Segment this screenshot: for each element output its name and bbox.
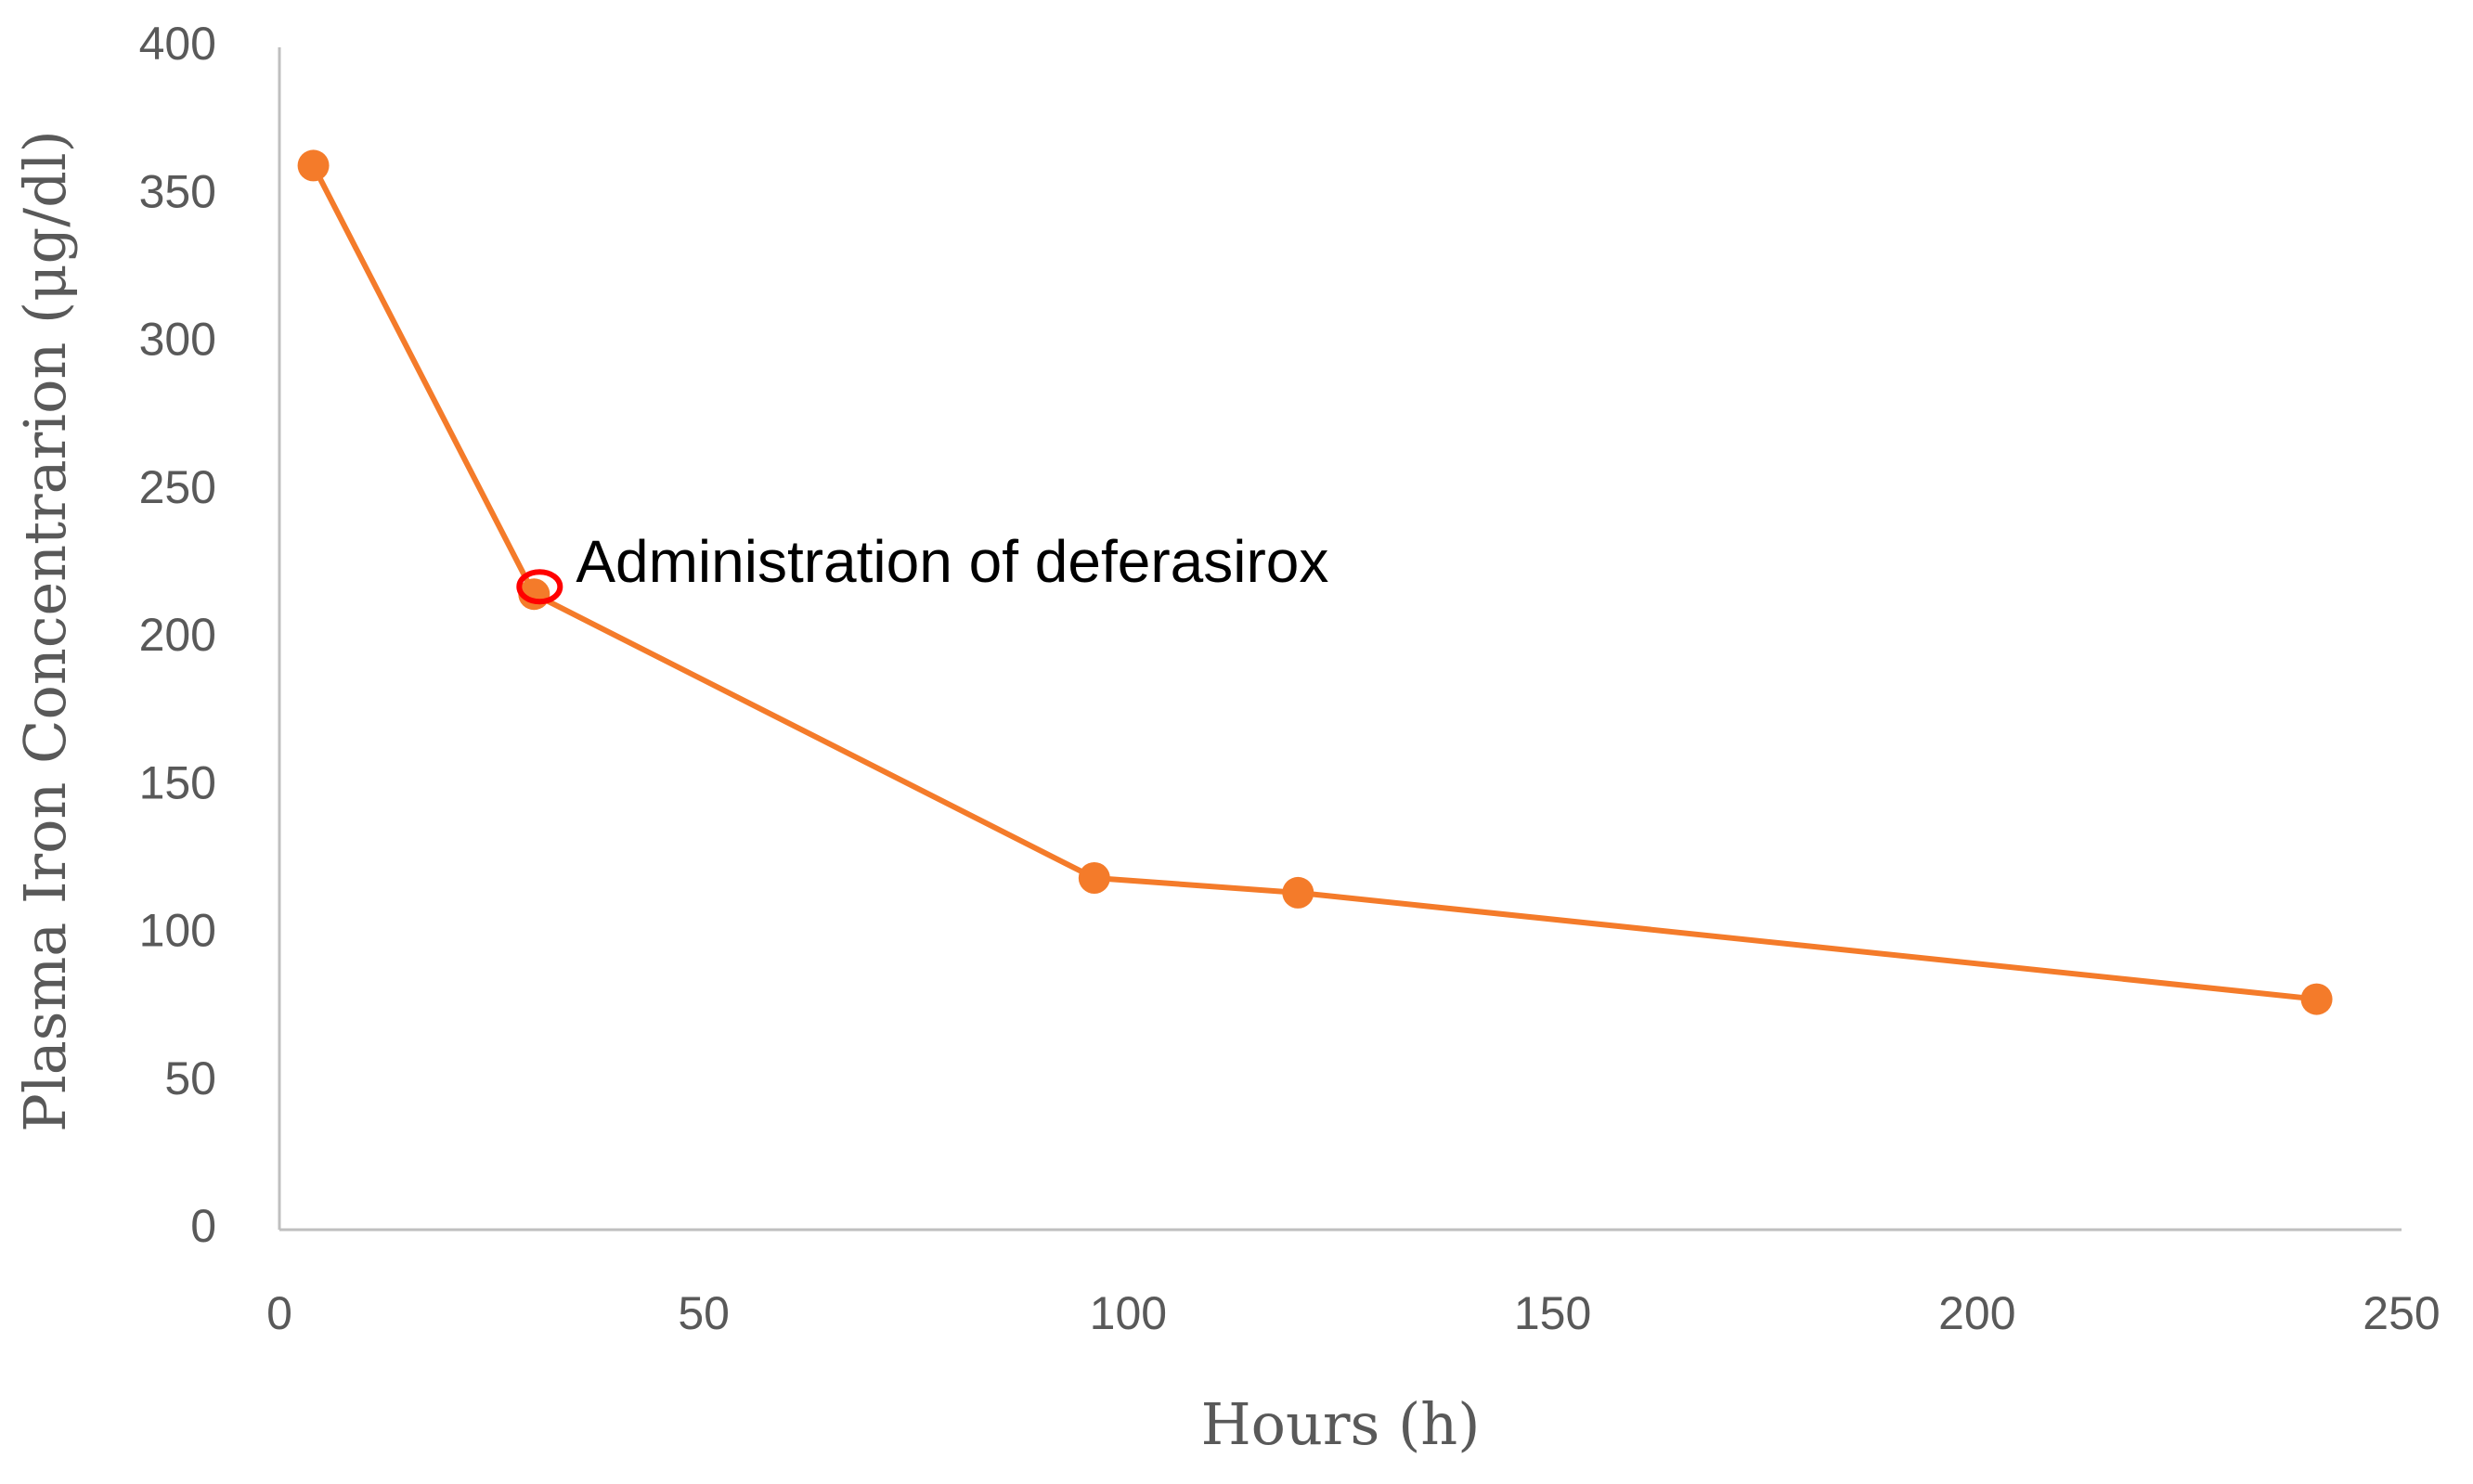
point: [297, 149, 330, 182]
x-tick-label: 50: [678, 1287, 730, 1339]
y-tick-label: 50: [164, 1052, 216, 1104]
y-tick-label: 200: [139, 609, 216, 661]
y-tick-label: 0: [190, 1200, 216, 1252]
x-tick-label: 200: [1938, 1287, 2015, 1339]
annotation: Administration of deferasirox: [576, 528, 1328, 595]
y-tick-label: 300: [139, 314, 216, 366]
y-axis-title: Plasma Iron Concentrarion (μg/dl): [11, 130, 79, 1132]
x-axis-title: Hours (h): [1201, 1390, 1481, 1458]
point: [2300, 983, 2333, 1015]
x-tick-label: 150: [1514, 1287, 1591, 1339]
y-tick-label: 350: [139, 165, 216, 217]
x-tick-label: 100: [1090, 1287, 1167, 1339]
y-tick-label: 400: [139, 18, 216, 70]
point: [1078, 861, 1110, 894]
point: [1282, 876, 1314, 909]
annotation-highlight: [516, 569, 563, 605]
y-tick-label: 150: [139, 756, 216, 808]
x-tick-label: 0: [266, 1287, 292, 1339]
y-tick-label: 250: [139, 461, 216, 513]
y-tick-label: 100: [139, 905, 216, 957]
x-tick-label: 250: [2363, 1287, 2440, 1339]
